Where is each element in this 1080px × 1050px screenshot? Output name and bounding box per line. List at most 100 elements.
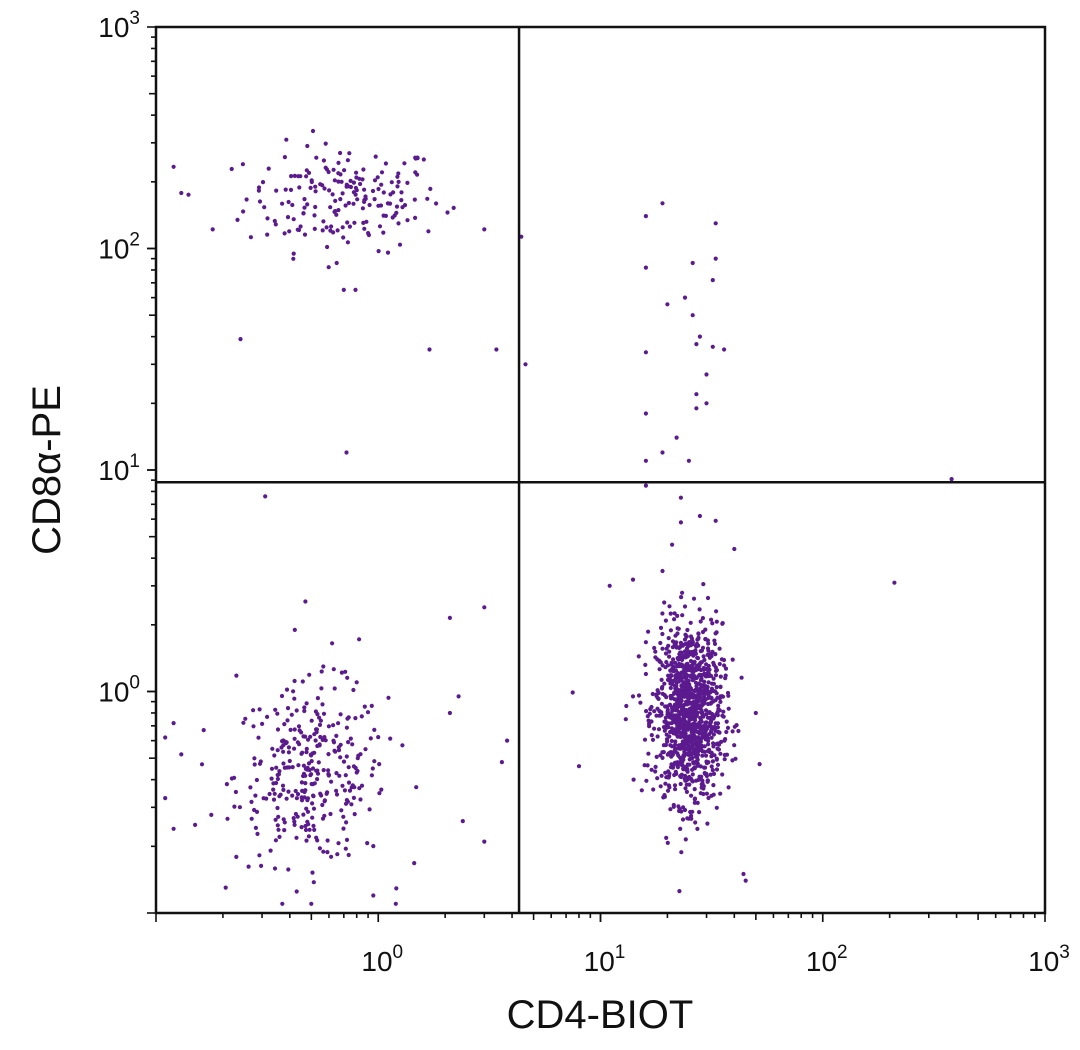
data-point bbox=[381, 213, 386, 218]
data-point bbox=[663, 618, 669, 623]
data-point bbox=[690, 746, 695, 751]
data-point bbox=[697, 672, 702, 677]
data-point bbox=[654, 754, 659, 760]
data-point bbox=[652, 726, 657, 731]
data-point bbox=[344, 182, 349, 187]
data-point bbox=[361, 167, 366, 172]
data-point bbox=[283, 187, 288, 192]
data-point bbox=[371, 844, 376, 849]
data-point bbox=[233, 789, 238, 795]
data-point bbox=[660, 631, 665, 637]
data-point bbox=[677, 712, 683, 717]
data-point bbox=[293, 811, 298, 817]
data-point bbox=[282, 765, 287, 770]
data-point bbox=[344, 820, 349, 825]
data-point bbox=[421, 157, 426, 162]
data-point bbox=[697, 607, 702, 612]
data-point bbox=[656, 727, 662, 732]
data-point bbox=[646, 629, 651, 634]
data-point bbox=[329, 224, 334, 229]
data-point bbox=[757, 762, 762, 767]
data-point bbox=[315, 712, 320, 717]
data-point bbox=[704, 401, 709, 406]
data-point bbox=[302, 205, 307, 210]
data-point bbox=[390, 215, 395, 220]
data-point bbox=[309, 901, 314, 906]
data-point bbox=[689, 813, 694, 819]
data-point bbox=[679, 650, 684, 655]
x-tick-label: 100 bbox=[361, 942, 403, 977]
data-point bbox=[639, 788, 644, 793]
data-point bbox=[310, 782, 315, 787]
data-point bbox=[308, 734, 313, 739]
data-point bbox=[726, 706, 731, 711]
data-point bbox=[684, 677, 689, 682]
data-point bbox=[677, 806, 682, 812]
data-point bbox=[666, 721, 672, 726]
data-point bbox=[709, 728, 714, 733]
data-point bbox=[290, 202, 295, 208]
data-point bbox=[686, 701, 691, 706]
data-point bbox=[312, 827, 317, 833]
data-point bbox=[348, 184, 353, 190]
data-point bbox=[703, 697, 708, 702]
data-point bbox=[723, 673, 728, 678]
data-point bbox=[699, 785, 704, 790]
data-point bbox=[710, 650, 715, 655]
data-point bbox=[523, 362, 528, 367]
data-point bbox=[308, 773, 313, 778]
data-point bbox=[660, 568, 665, 574]
data-point bbox=[345, 716, 350, 721]
data-point bbox=[379, 787, 384, 792]
data-point bbox=[301, 771, 307, 777]
y-tick-label: 101 bbox=[98, 451, 140, 486]
data-point bbox=[334, 260, 339, 266]
data-point bbox=[317, 722, 323, 728]
data-point bbox=[253, 825, 258, 831]
data-point bbox=[296, 763, 301, 768]
data-point bbox=[376, 249, 381, 254]
data-point bbox=[307, 672, 312, 677]
data-point bbox=[269, 776, 274, 781]
data-point bbox=[642, 737, 648, 742]
data-point bbox=[348, 178, 353, 183]
data-point bbox=[674, 645, 679, 650]
data-point bbox=[699, 709, 704, 714]
data-point bbox=[661, 743, 667, 748]
data-point bbox=[660, 691, 665, 697]
data-point bbox=[381, 190, 386, 195]
data-point bbox=[292, 727, 297, 732]
data-point bbox=[715, 746, 720, 751]
data-point bbox=[321, 768, 326, 773]
data-point bbox=[379, 170, 385, 175]
data-point bbox=[657, 713, 662, 718]
data-point bbox=[235, 217, 240, 222]
data-point bbox=[199, 762, 205, 767]
data-point bbox=[669, 660, 674, 666]
data-point bbox=[718, 751, 723, 756]
data-point bbox=[340, 783, 345, 788]
data-point bbox=[343, 773, 348, 778]
data-point bbox=[699, 660, 704, 665]
data-point bbox=[395, 184, 400, 189]
data-point bbox=[305, 202, 310, 207]
data-point bbox=[387, 201, 393, 206]
data-point bbox=[660, 646, 665, 651]
data-point bbox=[713, 256, 718, 261]
data-point bbox=[695, 800, 700, 806]
data-point bbox=[314, 155, 319, 160]
data-point bbox=[682, 295, 688, 300]
data-point bbox=[320, 228, 325, 233]
data-point bbox=[254, 777, 259, 783]
data-point bbox=[209, 812, 214, 818]
data-point bbox=[413, 215, 418, 220]
data-point bbox=[673, 690, 678, 695]
data-point bbox=[317, 743, 322, 748]
data-point bbox=[264, 796, 269, 801]
data-point bbox=[332, 748, 337, 753]
data-point bbox=[319, 686, 324, 691]
data-point bbox=[724, 729, 729, 735]
data-point bbox=[367, 807, 372, 812]
data-point bbox=[700, 616, 706, 621]
data-point bbox=[353, 287, 358, 292]
